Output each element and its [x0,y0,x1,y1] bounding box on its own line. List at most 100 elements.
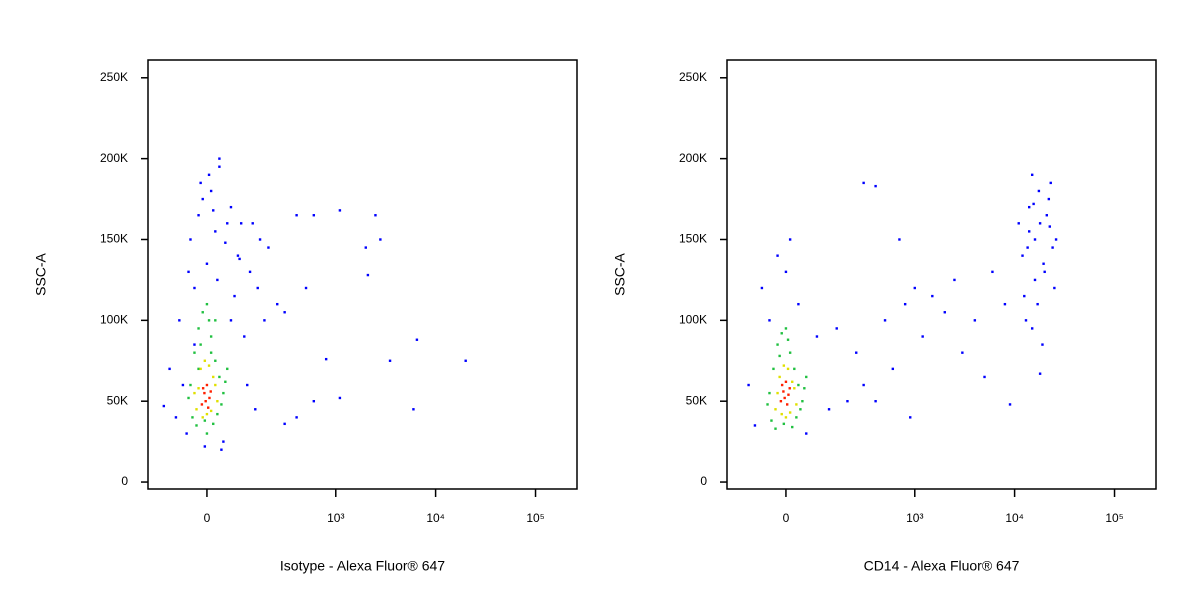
y-tick-label: 50K [686,393,707,407]
point [174,416,178,419]
x-tick-label: 0 [204,511,211,525]
point [780,383,784,387]
point [254,408,257,411]
point [216,412,219,416]
point [193,343,196,346]
plot-frame [147,59,578,490]
point [214,383,217,387]
point [415,338,419,341]
point [226,222,229,225]
point [784,327,788,330]
point [243,335,246,338]
point [891,367,895,371]
point [1045,214,1048,217]
point [205,302,209,306]
point [222,391,225,395]
point [1041,343,1044,346]
point [785,403,789,406]
point [224,380,227,383]
point [799,408,802,411]
point [961,351,964,354]
point [1047,197,1051,201]
point [805,432,808,435]
point [793,387,796,390]
point [827,408,831,411]
point [229,319,233,322]
y-tick-label: 250K [100,70,128,84]
point [835,327,838,330]
point [772,367,775,371]
point [197,387,200,390]
point [204,399,207,403]
point [185,432,188,435]
point [197,214,200,217]
point [1030,327,1034,330]
x-tick-label: 10⁴ [1005,511,1024,525]
point [197,327,200,330]
point [197,367,200,371]
point [209,189,213,193]
point [203,419,207,422]
point [795,403,798,406]
point [1030,173,1034,177]
point [251,222,254,225]
point [229,205,233,209]
x-tick-label: 0 [783,511,790,525]
point [774,408,777,411]
point [209,409,213,413]
point [1054,238,1058,241]
point [195,408,198,411]
point [246,383,249,387]
point [203,445,207,448]
point [276,302,279,306]
point [187,396,190,400]
point [953,278,956,282]
y-tick-label: 100K [679,313,707,327]
point [388,359,392,362]
point [218,157,221,160]
point [324,357,328,361]
x-tick-label: 10⁴ [426,511,445,525]
point [338,396,342,400]
point [898,238,901,241]
point [815,335,819,338]
point [205,262,209,265]
point [209,335,213,338]
point [199,181,202,185]
point [1032,202,1035,206]
point [312,399,316,403]
point [1028,230,1031,233]
point [782,364,786,367]
point [162,404,166,408]
point [1008,403,1012,406]
point [189,383,192,387]
point [209,351,213,354]
point [199,343,202,346]
point [778,375,781,379]
y-tick-label: 250K [679,70,707,84]
point [1026,246,1029,249]
point [216,278,219,282]
point [1023,294,1026,298]
point [1036,302,1039,306]
point [903,302,907,306]
y-tick-label: 150K [100,232,128,246]
point [1024,319,1028,322]
point [304,286,308,290]
point [991,270,994,274]
point [379,238,382,241]
point [797,302,800,306]
y-tick-label: 200K [679,151,707,165]
point [201,416,204,419]
point [862,181,865,185]
point [787,393,790,396]
point [207,319,211,322]
point [909,416,912,419]
point [214,359,217,362]
point [189,238,192,241]
point [784,416,788,419]
plot-frame [726,59,1157,490]
point [788,238,792,241]
point [874,399,877,403]
point [1033,238,1037,241]
